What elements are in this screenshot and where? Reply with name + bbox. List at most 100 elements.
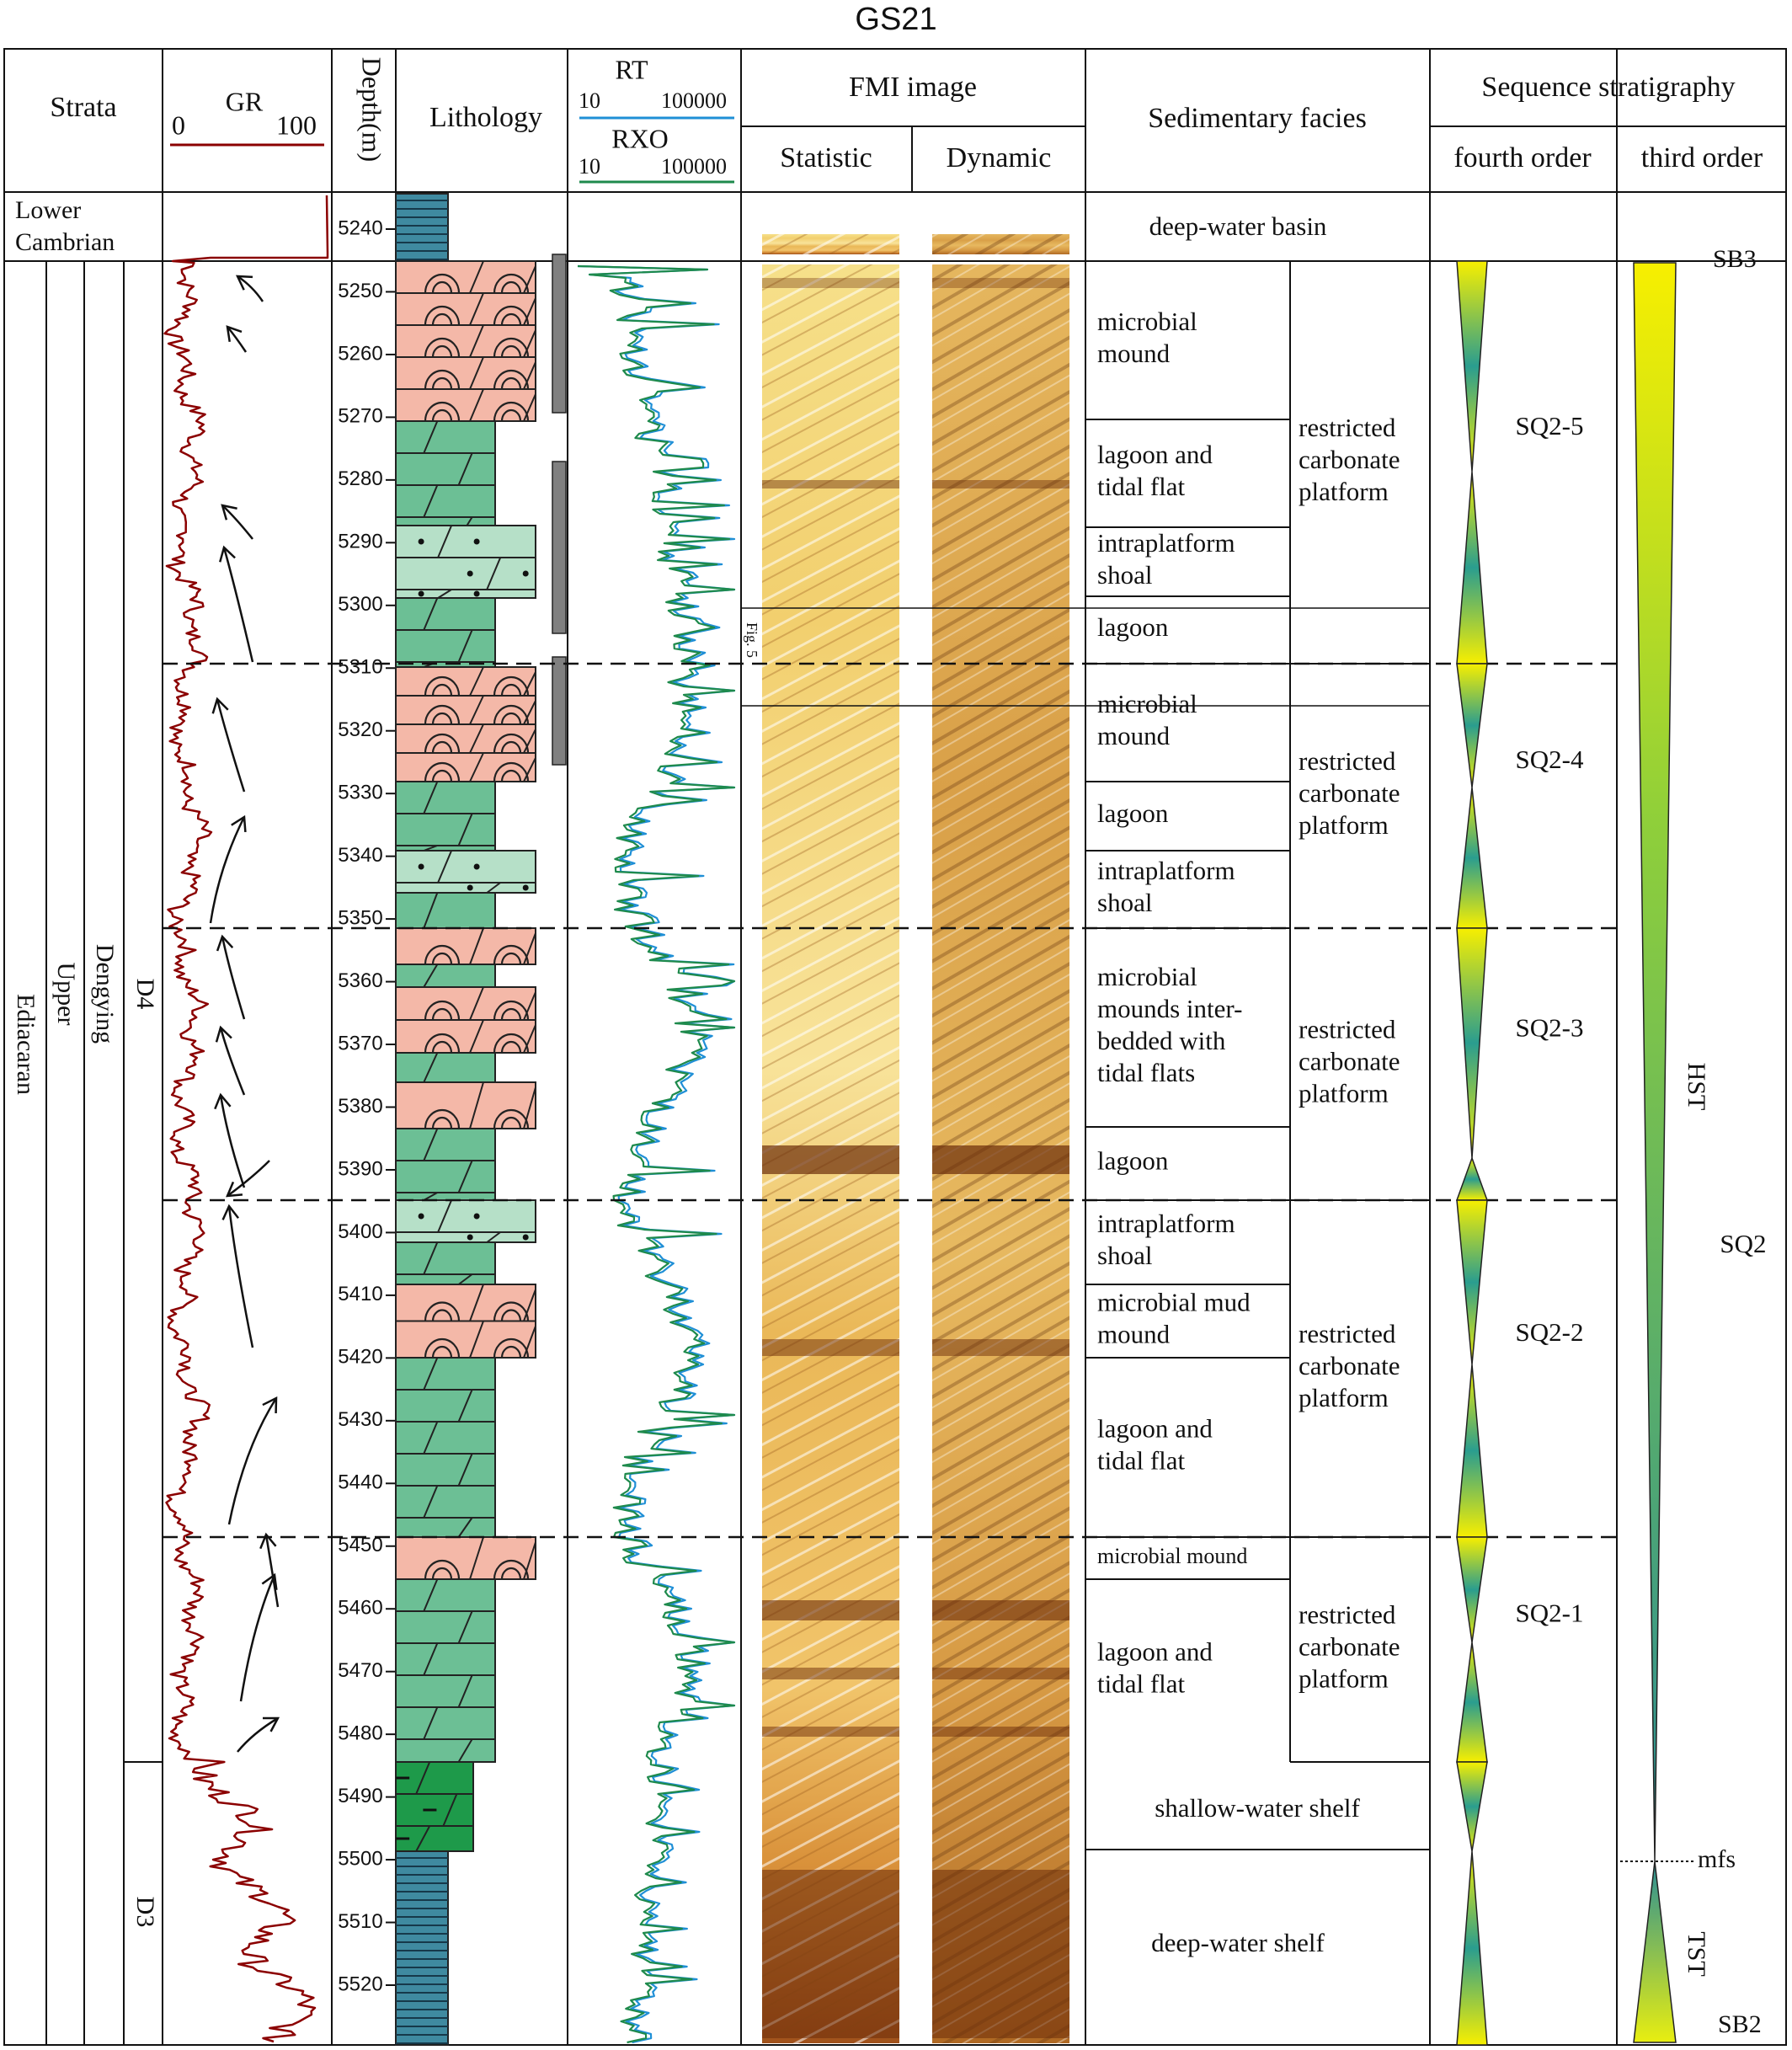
facies-platform-label: carbonate [1299, 778, 1400, 808]
mound-joint [523, 1024, 536, 1054]
stromatolite-arc [424, 273, 461, 294]
fmi-dark-band [932, 480, 1069, 488]
depth-tick-label: 5350 [338, 906, 382, 929]
depth-tick-label: 5520 [338, 1973, 382, 1995]
trend-arrow-shaft [237, 1716, 279, 1753]
dolomite-joint [486, 882, 501, 894]
dolomite-joint [415, 1761, 431, 1795]
fmi-static-header: Statistic [780, 142, 872, 174]
dolomite-bed [395, 420, 496, 540]
dolomite-joint [457, 1610, 473, 1644]
lithology-dolomite [395, 1761, 474, 1852]
dolomite-bed [395, 781, 496, 851]
trend-arrow-shaft [227, 1205, 254, 1348]
mound-joint [469, 260, 484, 294]
fourth-order-cycle [1456, 260, 1488, 665]
depth-tick-label: 5510 [338, 1910, 382, 1933]
depth-tick-label: 5260 [338, 342, 382, 365]
strata-header: Strata [50, 92, 116, 123]
stromatolite-arc [424, 1337, 461, 1359]
dolomite-joint [415, 1825, 431, 1852]
dolomite-bed [395, 525, 536, 599]
facies-platform-label: restricted [1299, 413, 1396, 442]
trend-arrow-head [219, 545, 236, 563]
dolomite-joint [457, 629, 473, 663]
cycle-upper-triangle [1456, 1536, 1488, 1643]
fourth-order-cycle [1455, 927, 1489, 1201]
stromatolite-arc [500, 769, 522, 782]
depth-tick-label: 5330 [338, 782, 382, 804]
depth-tick-label: 5440 [338, 1471, 382, 1494]
stromatolite-arc [500, 280, 522, 294]
grain-dot [473, 538, 480, 545]
facies-subfacies-label: tidal flat [1097, 1446, 1186, 1476]
dolomite-joint [486, 1231, 501, 1243]
lithology-microbial-mound [395, 927, 536, 965]
mound-joint [469, 1321, 484, 1359]
grain-dot [467, 884, 473, 891]
cycle-lower-triangle [1456, 1850, 1488, 2046]
mound-joint [469, 356, 484, 390]
stromatolite-arc [431, 1309, 453, 1321]
fourth-order-cycle [1456, 1199, 1488, 1538]
grain-dot [467, 570, 473, 577]
fmi-dark-band [762, 480, 899, 488]
depth-tick-label: 5370 [338, 1032, 382, 1054]
cycle-upper-triangle [1456, 1199, 1488, 1365]
fmi-dark-band [932, 1668, 1069, 1679]
facies-subfacies-label: tidal flats [1097, 1058, 1195, 1087]
facies-platform-label: platform [1299, 810, 1389, 840]
trend-arrow-head [221, 504, 237, 521]
stromatolite-arc [500, 1040, 522, 1054]
fourth-order-cycle [1456, 1536, 1488, 1763]
trend-arrow-head [226, 325, 243, 342]
trend-arrow [237, 1716, 280, 1753]
mound-joint [523, 991, 536, 1021]
lithology-dolomite [395, 525, 536, 599]
dolomite-joint [442, 1793, 458, 1827]
lithology-microbial-mound [395, 986, 536, 1054]
mound-joint [469, 1536, 484, 1580]
dolomite-bed [395, 1199, 536, 1243]
stromatolite-arc [431, 1007, 453, 1021]
fourth-order-cycle [1456, 1761, 1488, 2046]
stromatolite-arc [424, 305, 461, 326]
mound-joint [469, 986, 484, 1021]
trend-arrow-shaft [221, 504, 253, 540]
hst-label: HST [1683, 1063, 1710, 1111]
third-order-tst [1633, 1860, 1677, 2043]
trend-arrow-head [231, 814, 247, 833]
dolomite-joint [423, 1706, 439, 1740]
stromatolite-arc [500, 1567, 522, 1580]
stromatolite-arc [431, 769, 453, 782]
mound-joint [469, 666, 484, 697]
dolomite-joint [423, 1241, 439, 1275]
stromatolite-arc [424, 704, 461, 725]
dolomite-joint [423, 597, 439, 631]
stromatolite-arc [424, 675, 461, 697]
strata-upper: Upper [52, 963, 80, 1026]
trend-arrow-shaft [227, 1397, 278, 1525]
facies-subfacies-label: shoal [1097, 888, 1152, 917]
sequence-header: Sequence stratigraphy [1481, 72, 1735, 103]
rt-scale-max: 100000 [661, 88, 727, 113]
grain-dot [418, 1213, 424, 1220]
trend-arrow [211, 697, 246, 793]
cycle-upper-triangle [1456, 663, 1488, 788]
facies-platform-label: platform [1299, 1664, 1389, 1694]
stromatolite-arc [424, 944, 461, 965]
mound-joint [523, 393, 536, 422]
dolomite-joint [437, 850, 453, 884]
depth-header: Depth(m) [357, 57, 387, 162]
fmi-dynamic-header: Dynamic [947, 142, 1052, 174]
facies-subfacies-label: shoal [1097, 1241, 1152, 1270]
grain-dot [473, 863, 480, 870]
stromatolite-arc [431, 740, 453, 754]
trend-arrow-head [259, 1532, 277, 1550]
grain-dot [522, 1234, 529, 1241]
cycle-upper-triangle [1456, 1761, 1488, 1852]
frame-border [3, 48, 1787, 2046]
dolomite-joint [457, 1160, 473, 1193]
fmi-dark-band [932, 278, 1069, 288]
